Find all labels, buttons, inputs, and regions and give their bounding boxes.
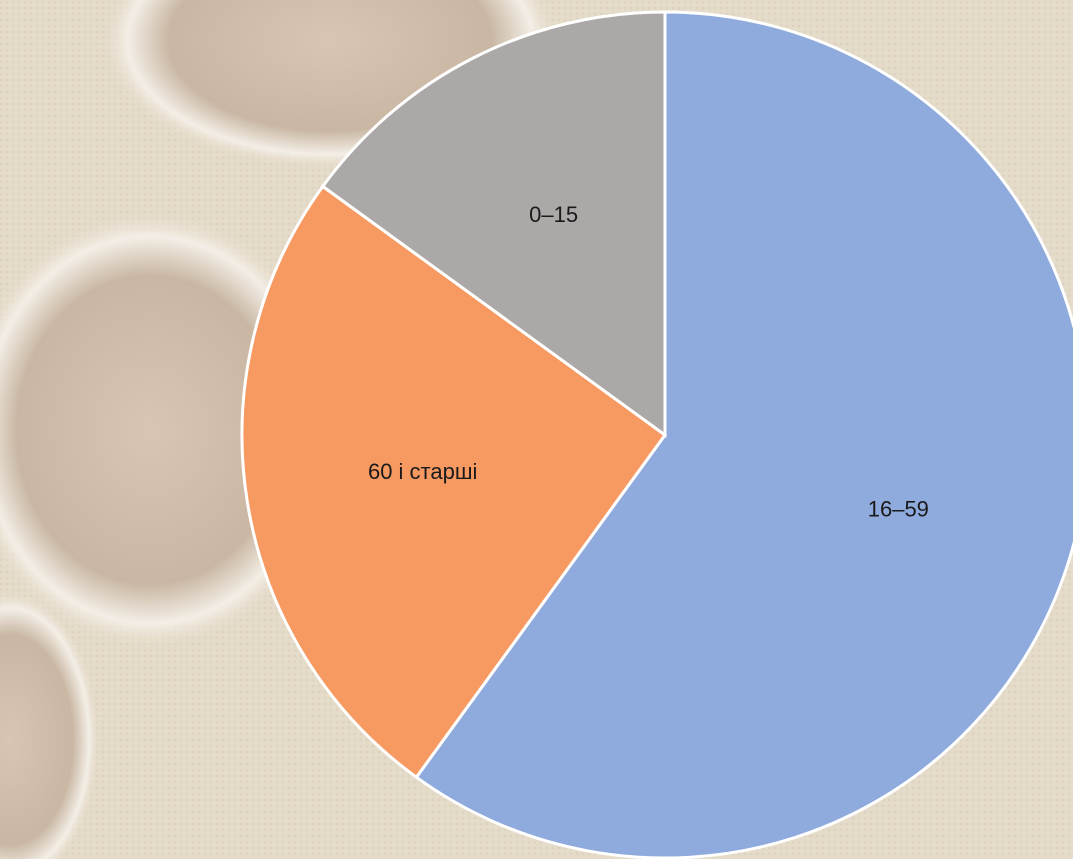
slice-label: 0–15 [529,202,578,227]
pie-slice [320,10,667,438]
slice-label: 16–59 [868,497,929,522]
pie: 16–59 60 і старші 0–15 [240,10,1073,859]
pie-slice [240,184,668,780]
slice-label: 60 і старші [368,459,477,484]
pie-slice [414,10,1073,859]
photo-elder [0,590,100,859]
